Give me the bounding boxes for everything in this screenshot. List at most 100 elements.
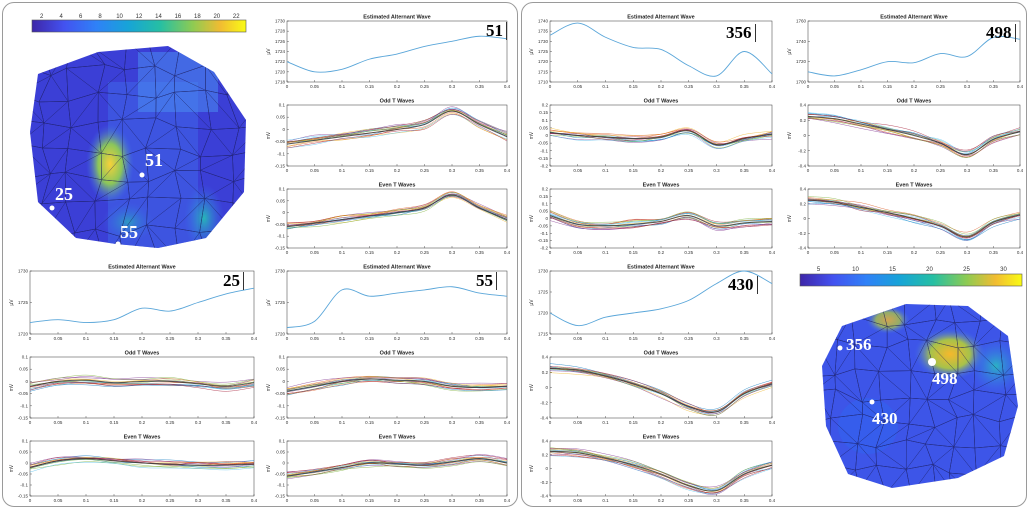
trace-line xyxy=(549,213,773,225)
chart-title: Even T Waves xyxy=(643,435,680,441)
y-tick-label: -0.4 xyxy=(798,164,806,169)
colorbar-tick: 20 xyxy=(926,267,933,273)
x-tick-label: 0.2 xyxy=(139,420,146,425)
x-tick-label: 0.15 xyxy=(365,498,374,503)
x-tick-label: 0.05 xyxy=(830,250,839,255)
y-tick-label: -0.2 xyxy=(540,246,548,251)
x-tick-label: 0.4 xyxy=(504,498,511,503)
trace-line xyxy=(286,193,508,226)
y-tick-label: 1720 xyxy=(796,59,807,64)
trace-line xyxy=(549,217,773,231)
y-axis-label: mV xyxy=(9,464,15,472)
mesh-edge xyxy=(822,304,839,322)
chart-498-17: Even T Waves 0 0.05 0.1 0.15 0.2 0.25 0.3 0.35 0.… xyxy=(787,183,1024,256)
y-tick-label: 1730 xyxy=(538,39,549,44)
trace-line xyxy=(807,118,1021,156)
x-tick-label: 0.4 xyxy=(251,336,258,341)
chart-title: Even T Waves xyxy=(379,435,416,441)
y-tick-label: 0.15 xyxy=(539,194,548,199)
x-tick-label: 0.05 xyxy=(573,336,582,341)
trace-line xyxy=(549,128,773,144)
x-tick-label: 0.2 xyxy=(394,498,401,503)
colorbar-tick: 6 xyxy=(79,14,83,20)
mesh-edge xyxy=(232,202,246,238)
y-tick-label: 0 xyxy=(545,466,548,471)
chart-title: Estimated Alternant Wave xyxy=(880,15,947,21)
x-tick-label: 0.4 xyxy=(504,336,511,341)
colorbar-tick: 10 xyxy=(116,14,123,20)
y-tick-label: 1725 xyxy=(538,290,549,295)
y-tick-label: 1740 xyxy=(796,39,807,44)
x-tick-label: 0.4 xyxy=(504,250,511,255)
y-tick-label: 0 xyxy=(545,133,548,138)
series-line xyxy=(286,378,508,392)
x-tick-label: 0.3 xyxy=(713,420,720,425)
y-axis-label: mV xyxy=(266,131,272,139)
y-tick-label: 1726 xyxy=(275,39,286,44)
y-tick-label: -0.05 xyxy=(538,223,549,228)
plot-area xyxy=(549,188,773,249)
x-tick-label: 0.15 xyxy=(629,168,638,173)
trace-line xyxy=(29,455,255,466)
x-tick-label: 0.05 xyxy=(310,84,319,89)
x-tick-label: 0.35 xyxy=(475,336,484,341)
mesh-edge xyxy=(232,149,246,182)
trace-line xyxy=(29,377,255,384)
y-tick-label: -0.15 xyxy=(538,156,549,161)
x-tick-label: 0.25 xyxy=(684,498,693,503)
y-tick-label: -0.15 xyxy=(275,246,286,251)
x-tick-label: 0 xyxy=(286,420,289,425)
x-tick-label: 0.25 xyxy=(420,336,429,341)
plot-area xyxy=(549,440,773,497)
mesh-edge xyxy=(205,46,236,67)
x-tick-label: 0.3 xyxy=(195,498,202,503)
x-tick-label: 0.1 xyxy=(858,84,865,89)
x-tick-label: 0.15 xyxy=(365,420,374,425)
series-line xyxy=(286,194,508,228)
y-axis-label: mV xyxy=(529,214,535,222)
mesh-label-356: 356 xyxy=(846,335,872,354)
y-tick-label: -0.05 xyxy=(18,472,29,477)
x-tick-label: 0 xyxy=(29,420,32,425)
colorbar-tick: 18 xyxy=(194,14,201,20)
y-tick-label: 0.1 xyxy=(279,187,286,192)
y-tick-label: 1715 xyxy=(538,69,549,74)
trace-line xyxy=(549,363,773,410)
marker-51 xyxy=(139,172,145,178)
y-tick-label: -0.05 xyxy=(275,222,286,227)
y-axis-label: mV xyxy=(529,464,535,472)
marker-430 xyxy=(869,399,875,405)
x-tick-label: 0 xyxy=(286,336,289,341)
trace-line xyxy=(29,461,255,470)
plot-area xyxy=(29,440,255,497)
x-tick-label: 0.1 xyxy=(602,250,609,255)
x-tick-label: 0.4 xyxy=(1017,168,1024,173)
trace-line xyxy=(807,199,1021,236)
x-tick-label: 0.25 xyxy=(420,250,429,255)
x-tick-label: 0.3 xyxy=(449,336,456,341)
y-tick-label: 0.1 xyxy=(22,355,29,360)
mesh-edge xyxy=(95,228,126,248)
y-tick-label: -0.1 xyxy=(277,234,285,239)
y-tick-label: 0.05 xyxy=(19,450,28,455)
trace-line xyxy=(29,459,255,469)
chart-25-3: Estimated Alternant Wave 0 0.05 0.1 0.15 0.2 0… xyxy=(9,265,258,342)
y-tick-label: 0.2 xyxy=(542,452,549,457)
x-tick-label: 0.4 xyxy=(769,168,776,173)
colorbar-tick: 4 xyxy=(60,14,64,20)
y-tick-label: -0.4 xyxy=(798,246,806,251)
marker-498 xyxy=(928,358,936,366)
trace-line xyxy=(549,451,773,494)
x-tick-label: 0 xyxy=(807,84,810,89)
chart-title: Even T Waves xyxy=(379,183,416,189)
x-tick-label: 0.2 xyxy=(139,498,146,503)
y-tick-label: -0.05 xyxy=(18,391,29,396)
x-tick-label: 0.05 xyxy=(573,420,582,425)
y-tick-label: 0.2 xyxy=(542,370,549,375)
chart-430-13: Odd T Waves 0 0.05 0.1 0.15 0.2 0.25 0.3 0.35 0.4… xyxy=(529,351,776,426)
y-tick-label: -0.05 xyxy=(538,141,549,146)
y-tick-label: 1720 xyxy=(275,69,286,74)
series-line xyxy=(549,450,773,492)
x-tick-label: 0.1 xyxy=(83,420,90,425)
trace-line xyxy=(807,203,1021,241)
